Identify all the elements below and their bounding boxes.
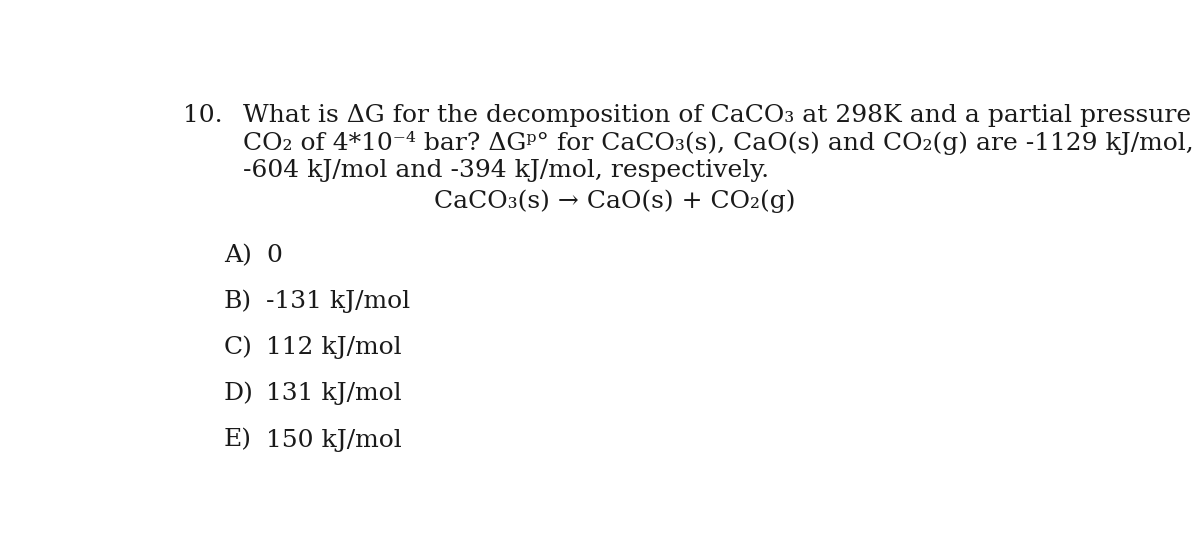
Text: CO₂ of 4*10⁻⁴ bar? ΔGᵖ° for CaCO₃(s), CaO(s) and CO₂(g) are -1129 kJ/mol,: CO₂ of 4*10⁻⁴ bar? ΔGᵖ° for CaCO₃(s), Ca… <box>242 131 1194 155</box>
Text: E): E) <box>223 429 252 451</box>
Text: 150 kJ/mol: 150 kJ/mol <box>266 429 402 451</box>
Text: B): B) <box>223 290 252 313</box>
Text: C): C) <box>223 336 252 359</box>
Text: 10.: 10. <box>182 103 222 127</box>
Text: -131 kJ/mol: -131 kJ/mol <box>266 290 410 313</box>
Text: A): A) <box>223 244 252 267</box>
Text: 112 kJ/mol: 112 kJ/mol <box>266 336 402 359</box>
Text: 131 kJ/mol: 131 kJ/mol <box>266 383 402 405</box>
Text: D): D) <box>223 383 253 405</box>
Text: CaCO₃(s) → CaO(s) + CO₂(g): CaCO₃(s) → CaO(s) + CO₂(g) <box>434 190 796 214</box>
Text: -604 kJ/mol and -394 kJ/mol, respectively.: -604 kJ/mol and -394 kJ/mol, respectivel… <box>242 159 769 182</box>
Text: 0: 0 <box>266 244 282 267</box>
Text: What is ΔG for the decomposition of CaCO₃ at 298K and a partial pressure of: What is ΔG for the decomposition of CaCO… <box>242 103 1200 127</box>
